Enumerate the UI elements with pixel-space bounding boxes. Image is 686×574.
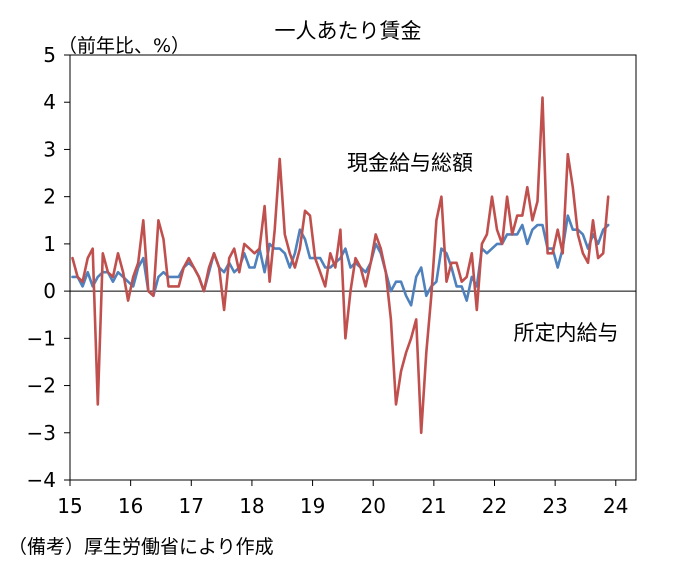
y-tick-label: −4 xyxy=(27,468,56,492)
x-tick-label: 22 xyxy=(482,494,507,518)
x-tick-label: 23 xyxy=(542,494,567,518)
series-line-scheduled-earnings xyxy=(71,214,610,307)
x-axis-ticks: 15 16 17 18 19 20 21 22 23 24 xyxy=(57,480,629,518)
x-tick-label: 18 xyxy=(239,494,264,518)
y-tick-label: −2 xyxy=(27,374,56,398)
x-tick-label: 20 xyxy=(360,494,385,518)
x-tick-label: 24 xyxy=(603,494,628,518)
plot-area xyxy=(69,54,637,481)
series-layer xyxy=(71,96,610,435)
y-tick-label: 1 xyxy=(43,232,56,256)
x-tick-label: 17 xyxy=(179,494,204,518)
y-tick-label: 3 xyxy=(43,137,56,161)
plot-border xyxy=(69,54,637,481)
y-tick-label: −3 xyxy=(27,421,56,445)
series-label-cash-earnings: 現金給与総額 xyxy=(347,151,473,175)
y-unit-label: （前年比、%） xyxy=(58,35,190,57)
y-tick-label: 0 xyxy=(43,279,56,303)
series-line-cash-earnings xyxy=(71,96,610,435)
x-tick-label: 15 xyxy=(57,494,82,518)
x-tick-label: 21 xyxy=(421,494,446,518)
y-tick-label: 5 xyxy=(43,43,56,67)
series-label-scheduled-earnings: 所定内給与 xyxy=(514,321,619,345)
y-tick-label: −1 xyxy=(27,326,56,350)
chart-title: 一人あたり賃金 xyxy=(275,19,422,43)
x-tick-label: 16 xyxy=(118,494,143,518)
x-tick-label: 19 xyxy=(300,494,325,518)
source-note: （備考）厚生労働省により作成 xyxy=(8,536,274,558)
y-tick-label: 4 xyxy=(43,90,56,114)
y-tick-label: 2 xyxy=(43,185,56,209)
y-axis-ticks: 5 4 3 2 1 0 −1 −2 −3 −4 xyxy=(27,43,70,492)
